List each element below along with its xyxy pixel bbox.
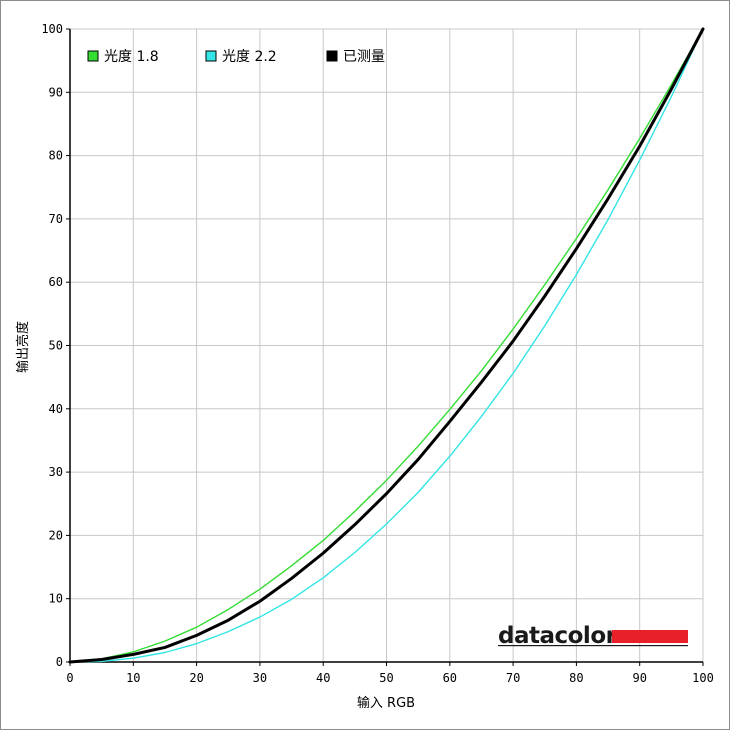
legend-label-1: 光度 1.8 — [104, 49, 159, 65]
y-tick-label: 40 — [49, 402, 63, 416]
legend-swatch-3 — [326, 50, 338, 62]
x-tick-label: 80 — [569, 671, 583, 685]
grid — [70, 28, 704, 662]
tick-labels: 0 10 20 30 40 50 60 70 80 90 100 0 10 20 30 40 50 60 70 80 9… — [41, 22, 714, 685]
y-tick-label: 90 — [49, 85, 63, 99]
axes — [66, 28, 704, 666]
x-tick-label: 70 — [506, 671, 520, 685]
y-tick-label: 20 — [49, 528, 63, 542]
legend-label-3: 已测量 — [343, 49, 385, 65]
x-tick-label: 20 — [189, 671, 203, 685]
brand-underline — [498, 645, 688, 647]
x-tick-label: 10 — [126, 671, 140, 685]
x-tick-label: 30 — [253, 671, 267, 685]
x-axis-label: 输入 RGB — [357, 695, 415, 711]
brand-text: datacolor — [498, 623, 618, 649]
datacolor-logo: datacolor — [498, 623, 688, 649]
x-tick-label: 0 — [66, 671, 73, 685]
legend-label-2: 光度 2.2 — [222, 49, 277, 65]
y-tick-label: 70 — [49, 212, 63, 226]
x-tick-label: 40 — [316, 671, 330, 685]
brand-red-bar — [612, 630, 688, 643]
y-tick-label: 60 — [49, 275, 63, 289]
y-tick-label: 50 — [49, 339, 63, 353]
x-tick-label: 60 — [443, 671, 457, 685]
legend-swatch-2 — [205, 50, 217, 62]
y-tick-label: 80 — [49, 149, 63, 163]
y-axis-label: 输出亮度 — [15, 321, 31, 373]
y-tick-label: 30 — [49, 465, 63, 479]
x-tick-label: 90 — [632, 671, 646, 685]
series-line-2 — [69, 28, 704, 663]
y-tick-label: 100 — [41, 22, 63, 36]
y-tick-label: 10 — [49, 592, 63, 606]
x-tick-label: 100 — [692, 671, 714, 685]
y-tick-label: 0 — [56, 655, 63, 669]
series-lines — [68, 27, 705, 664]
series-line-1 — [69, 28, 704, 663]
x-tick-label: 50 — [379, 671, 393, 685]
legend-swatch-1 — [87, 50, 99, 62]
series-line-3 — [68, 27, 705, 664]
legend: 光度 1.8 光度 2.2 已测量 — [87, 49, 385, 65]
